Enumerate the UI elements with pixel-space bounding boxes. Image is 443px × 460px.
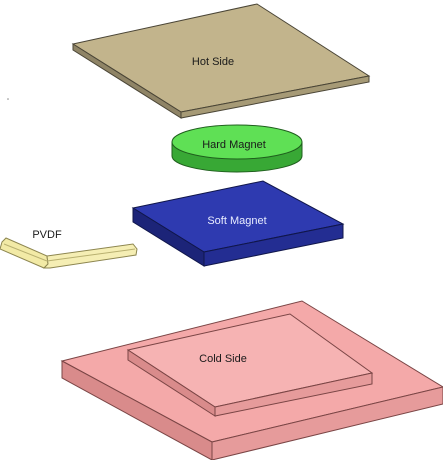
hard-magnet-label: Hard Magnet	[202, 139, 266, 151]
hot-side-label: Hot Side	[192, 56, 234, 68]
hard-magnet-top	[171, 124, 303, 160]
soft-magnet-label: Soft Magnet	[207, 215, 266, 227]
hot-side-plate: Hot Side	[71, 3, 371, 119]
pvdf-left-segment	[0, 237, 49, 269]
pvdf-ridge-left	[3, 243, 48, 262]
cold-side-base-front-edge	[61, 360, 213, 460]
cold-side-assembly: Cold Side	[60, 300, 443, 460]
pvdf-label: PVDF	[32, 229, 62, 241]
hard-magnet-disc: Hard Magnet	[171, 124, 303, 173]
cold-side-label: Cold Side	[199, 353, 247, 365]
pvdf-right-segment	[42, 243, 138, 269]
hot-side-right-edge	[180, 75, 370, 119]
soft-magnet-block: Soft Magnet	[131, 180, 345, 267]
cold-side-base-right-edge	[211, 386, 443, 460]
pvdf-strip: PVDF	[0, 229, 138, 269]
cold-side-block-right-edge	[214, 372, 373, 417]
stray-mark	[7, 98, 9, 100]
pvdf-ridge-right	[46, 248, 136, 262]
soft-magnet-right-edge	[203, 223, 344, 267]
